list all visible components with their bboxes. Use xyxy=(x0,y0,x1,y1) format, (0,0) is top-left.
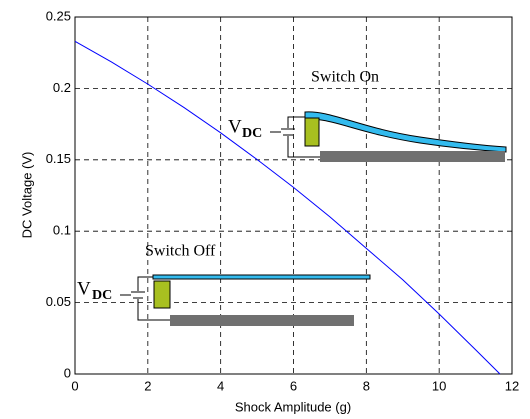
y-tick-label: 0.2 xyxy=(53,80,71,95)
substrate xyxy=(170,315,354,326)
annotation: Switch On xyxy=(311,69,379,86)
y-axis-label: DC Voltage (V) xyxy=(19,152,34,239)
switch-on-inset: Switch On V DC xyxy=(228,69,507,162)
y-tick-label: 0 xyxy=(64,365,71,380)
x-tick-label: 2 xyxy=(144,378,151,393)
x-axis-label: Shock Amplitude (g) xyxy=(235,399,351,414)
electrode xyxy=(304,117,320,147)
y-tick-label: 0.25 xyxy=(46,8,71,23)
x-tick-label: 10 xyxy=(432,378,446,393)
beam xyxy=(304,111,507,153)
y-tick-label: 0.05 xyxy=(46,294,71,309)
substrate xyxy=(320,151,505,162)
beam xyxy=(152,274,371,280)
data-line xyxy=(74,40,501,375)
plot-frame xyxy=(74,16,513,375)
y-tick-label: 0.1 xyxy=(53,223,71,238)
electrode xyxy=(153,280,171,309)
source-label: V xyxy=(77,278,91,299)
wire xyxy=(137,276,153,291)
x-tick-label: 8 xyxy=(363,378,370,393)
x-tick-label: 12 xyxy=(505,378,519,393)
wire xyxy=(137,299,170,321)
wire xyxy=(287,116,305,128)
x-tick-label: 0 xyxy=(71,378,78,393)
source-label-sub: DC xyxy=(92,288,112,303)
x-tick-label: 6 xyxy=(290,378,297,393)
wire xyxy=(287,136,320,158)
switch-off-inset: Switch Off V DC xyxy=(77,243,371,326)
source-label: V xyxy=(228,116,242,137)
x-tick-label: 4 xyxy=(217,378,224,393)
source-label-sub: DC xyxy=(242,126,262,141)
annotation: Switch Off xyxy=(145,243,216,260)
y-tick-label: 0.15 xyxy=(46,151,71,166)
